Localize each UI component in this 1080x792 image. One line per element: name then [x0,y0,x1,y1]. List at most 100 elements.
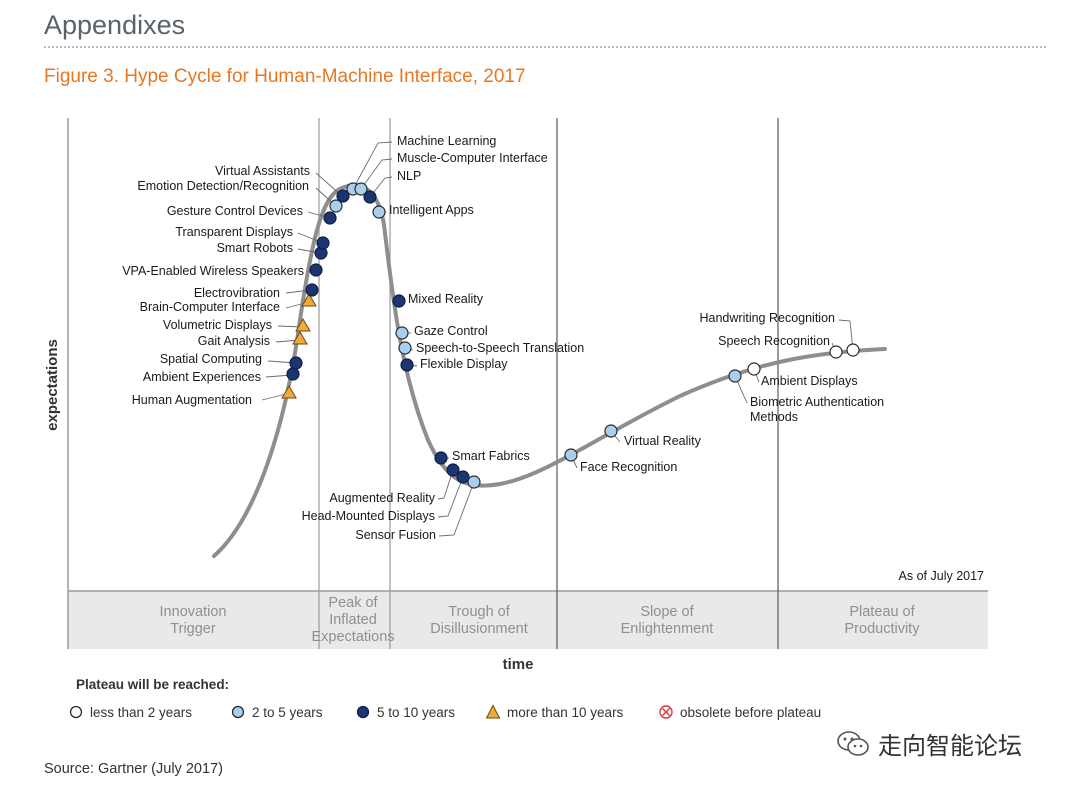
marker-ambient-experiences [286,367,300,381]
label-emotion-detection-recognition: Emotion Detection/Recognition [137,179,309,193]
legend-symbol-lt2 [69,705,83,719]
marker-biometric-authentication-methods [728,369,742,383]
marker-electrovibration [305,283,319,297]
legend-item-gt10: more than 10 years [485,704,623,720]
label-handwriting-recognition: Handwriting Recognition [700,311,836,325]
marker-speech-to-speech-translation [398,341,412,355]
marker-human-augmentation [281,385,297,399]
label-nlp: NLP [397,169,421,183]
legend-label-2to5: 2 to 5 years [252,704,323,720]
legend-item-5to10: 5 to 10 years [355,704,455,720]
watermark: 走向智能论坛 [836,726,1022,761]
legend-label-gt10: more than 10 years [507,704,624,720]
leader-handwriting-recognition [838,319,854,351]
label-volumetric-displays: Volumetric Displays [163,318,272,332]
label-mixed-reality: Mixed Reality [408,292,484,306]
marker-gait-analysis [292,331,308,345]
label-machine-learning: Machine Learning [397,134,496,148]
legend-symbol-gt10 [485,704,501,719]
label-human-augmentation: Human Augmentation [132,393,252,407]
legend-item-2to5: 2 to 5 years [230,704,323,720]
y-axis-label: expectations [44,339,61,431]
legend-item-lt2: less than 2 years [68,704,192,720]
legend-item-obsolete: obsolete before plateau [658,704,821,720]
leader-head-mounted-displays [437,476,464,518]
label-speech-to-speech-translation: Speech-to-Speech Translation [416,341,584,355]
label-ambient-displays: Ambient Displays [761,374,858,388]
label-gesture-control-devices: Gesture Control Devices [167,204,303,218]
marker-face-recognition [564,448,578,462]
chart-frame [67,118,988,649]
wechat-icon [837,730,869,756]
leader-machine-learning [352,141,393,190]
phase-label-trough: Trough of Disillusionment [430,604,528,637]
label-smart-fabrics: Smart Fabrics [452,449,530,463]
label-virtual-assistants: Virtual Assistants [215,164,310,178]
phase-label-slope: Slope of Enlightenment [621,604,714,637]
leader-sensor-fusion [438,481,475,537]
marker-flexible-display [400,358,414,372]
label-intelligent-apps: Intelligent Apps [389,203,474,217]
page-heading: Appendixes [44,10,186,40]
label-speech-recognition: Speech Recognition [718,334,830,348]
label-spatial-computing: Spatial Computing [160,352,262,366]
marker-transparent-displays [316,236,330,250]
marker-sensor-fusion [467,475,481,489]
chart-labels: Human Augmentation Ambient Experiences Spa… [122,134,884,542]
phase-label-innovation-trigger: Innovation Trigger [160,604,227,637]
label-augmented-reality: Augmented Reality [329,491,435,505]
marker-nlp [363,190,377,204]
label-smart-robots: Smart Robots [217,241,293,255]
marker-volumetric-displays [295,318,311,332]
leader-augmented-reality [437,469,454,500]
marker-gaze-control [395,326,409,340]
label-electrovibration: Electrovibration [194,286,280,300]
marker-emotion-detection-recognition [329,199,343,213]
marker-brain-computer-interface [301,293,317,307]
source-note: Source: Gartner (July 2017) [44,761,223,777]
label-ambient-experiences: Ambient Experiences [143,370,261,384]
legend-symbol-5to10 [356,705,370,719]
marker-muscle-computer-interface [354,182,368,196]
leader-muscle-computer-interface [360,158,393,190]
legend-symbol-obsolete [659,705,673,719]
marker-vpa-enabled-wireless-speakers [309,263,323,277]
label-muscle-computer-interface: Muscle-Computer Interface [397,151,548,165]
marker-gesture-control-devices [323,211,337,225]
watermark-text: 走向智能论坛 [878,732,1022,760]
marker-mixed-reality [392,294,406,308]
as-of-annotation: As of July 2017 [899,569,985,583]
legend-label-lt2: less than 2 years [90,704,193,720]
label-brain-computer-interface: Brain-Computer Interface [140,300,280,314]
legend-symbol-2to5 [231,705,245,719]
figure-title: Figure 3. Hype Cycle for Human-Machine I… [44,66,526,87]
x-axis-label: time [503,656,534,673]
hype-curve [212,183,887,558]
legend-title: Plateau will be reached: [76,677,230,692]
marker-augmented-reality [446,463,460,477]
phase-label-plateau: Plateau of Productivity [845,604,921,637]
leader-nlp [369,176,393,198]
marker-smart-fabrics [434,451,448,465]
label-flexible-display: Flexible Display [420,357,508,371]
phase-band [68,591,988,649]
label-virtual-reality: Virtual Reality [624,434,702,448]
marker-virtual-assistants [336,189,350,203]
phase-label-peak: Peak of Inflated Expectations [311,595,394,645]
legend-label-obsolete: obsolete before plateau [680,704,822,720]
label-gait-analysis: Gait Analysis [198,334,270,348]
marker-spatial-computing [289,356,303,370]
label-head-mounted-displays: Head-Mounted Displays [302,509,435,523]
marker-handwriting-recognition [846,343,860,357]
label-gaze-control: Gaze Control [414,324,488,338]
label-vpa-enabled-wireless-speakers: VPA-Enabled Wireless Speakers [122,264,304,278]
technology-markers [281,182,860,489]
marker-speech-recognition [829,345,843,359]
label-sensor-fusion: Sensor Fusion [355,528,436,542]
marker-intelligent-apps [372,205,386,219]
leader-lines [261,141,854,537]
heading-divider [44,46,1046,48]
label-face-recognition: Face Recognition [580,460,677,474]
marker-ambient-displays [747,362,761,376]
